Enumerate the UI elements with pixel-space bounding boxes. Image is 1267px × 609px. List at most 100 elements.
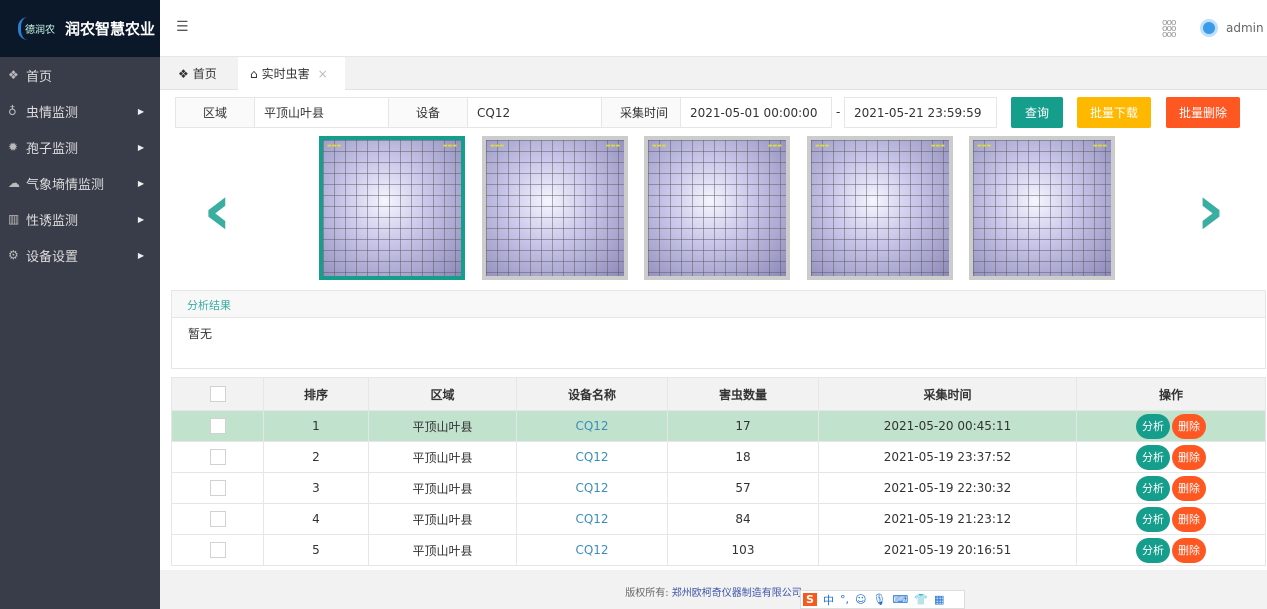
sogou-logo-icon: S [803,593,817,606]
emoji-icon[interactable]: ☺ [854,593,867,606]
range-separator: - [836,105,841,119]
records-table: 排序 区域 设备名称 害虫数量 采集时间 操作 1 平顶山叶县 CQ12 17 … [171,377,1266,566]
table-row[interactable]: 5 平顶山叶县 CQ12 103 2021-05-19 20:16:51 分析删… [171,534,1266,566]
row-area: 平顶山叶县 [368,441,517,473]
trap-image-thumbnail[interactable]: ▬▬▬ ▬▬▬ [482,136,628,280]
row-time: 2021-05-20 00:45:11 [818,410,1077,442]
delete-button[interactable]: 删除 [1172,413,1206,439]
company-name: 郑州欧柯奇仪器制造有限公司 [671,588,802,599]
analyze-button[interactable]: 分析 [1136,506,1170,532]
tab-realtime-pest[interactable]: ⌂ 实时虫害 × [238,57,345,90]
sidebar-item-trap[interactable]: ▥ 性诱监测 ▶ [0,201,160,237]
table-row[interactable]: 2 平顶山叶县 CQ12 18 2021-05-19 23:37:52 分析 删除 [171,441,1266,473]
table-row[interactable]: 4 平顶山叶县 CQ12 84 2021-05-19 21:23:12 分析 删除 [171,503,1266,535]
row-select-cell[interactable] [171,472,264,504]
row-pest-count: 84 [667,503,819,535]
table-row[interactable]: 1 平顶山叶县 CQ12 17 2021-05-20 00:45:11 分析 删除 [171,410,1266,442]
analyze-button[interactable]: 分析 [1136,475,1170,501]
row-pest-count: 18 [667,441,819,473]
analyze-button[interactable]: 分析 [1136,413,1170,439]
row-device[interactable]: CQ12 [516,503,668,535]
caret-right-icon: ▶ [137,214,144,224]
row-pest-count: 103 [667,534,819,566]
device-label: 设备 [388,97,468,128]
tab-home[interactable]: ❖ 首页 [166,57,229,90]
table-row[interactable]: 3 平顶山叶县 CQ12 57 2021-05-19 22:30:32 分析 删除 [171,472,1266,504]
tab-label: 首页 [192,67,217,81]
device-select[interactable]: CQ12 [467,97,602,128]
next-arrow-icon[interactable]: › [1196,169,1225,251]
analysis-panel: 分析结果 暂无 [171,290,1266,369]
batch-delete-button[interactable]: 批量删除 [1166,97,1240,128]
row-area: 平顶山叶县 [368,534,517,566]
caret-right-icon: ▶ [137,250,144,260]
delete-button[interactable]: 删除 [1172,444,1206,470]
sidebar-item-spore[interactable]: ✹ 孢子监测 ▶ [0,129,160,165]
row-index: 3 [263,472,369,504]
gear-icon: ⚙ [8,248,19,262]
keyboard-icon[interactable]: ⌨ [892,593,909,606]
skin-icon[interactable]: 👕 [914,593,928,606]
column-header: 设备名称 [516,377,668,411]
column-header: 排序 [263,377,369,411]
delete-button[interactable]: 删除 [1172,506,1206,532]
row-select-cell[interactable] [171,534,264,566]
analyze-button[interactable]: 分析 [1136,537,1170,563]
sidebar-item-pest[interactable]: ♁ 虫情监测 ▶ [0,93,160,129]
row-checkbox[interactable] [209,449,226,465]
trap-image-thumbnail[interactable]: ▬▬▬ ▬▬▬ [644,136,790,280]
select-all-cell[interactable] [171,377,264,411]
delete-button[interactable]: 删除 [1172,475,1206,501]
row-checkbox[interactable] [209,511,226,527]
layers-icon: ❖ [178,66,189,81]
menu-collapse-icon[interactable]: ☰ [176,19,189,35]
delete-button[interactable]: 删除 [1172,537,1206,563]
sidebar: 德润农 润农智慧农业 ❖ 首页 ♁ 虫情监测 ▶ ✹ 孢子监测 ▶ ☁ 气象墒情监测 ▶ ▥ 性诱… [0,0,160,609]
row-pest-count: 57 [667,472,819,504]
sidebar-item-settings[interactable]: ⚙ 设备设置 ▶ [0,237,160,273]
row-index: 1 [263,410,369,442]
row-device[interactable]: CQ12 [516,441,668,473]
row-select-cell[interactable] [171,503,264,535]
user-name[interactable]: admin [1226,21,1264,35]
row-device[interactable]: CQ12 [516,472,668,504]
row-select-cell[interactable] [171,410,264,442]
row-select-cell[interactable] [171,441,264,473]
ime-toolbar[interactable]: S 中 °, ☺ 🎙 ⌨ 👕 ▦ [800,590,965,609]
trap-image-thumbnail[interactable]: ▬▬▬ ▬▬▬ [319,136,465,280]
trap-image-thumbnail[interactable]: ▬▬▬ ▬▬▬ [807,136,953,280]
row-device[interactable]: CQ12 [516,410,668,442]
toolbox-icon[interactable]: ▦ [933,593,945,606]
sidebar-item-weather[interactable]: ☁ 气象墒情监测 ▶ [0,165,160,201]
batch-download-button[interactable]: 批量下载 [1077,97,1151,128]
avatar[interactable] [1200,19,1218,37]
close-icon[interactable]: × [317,66,328,81]
trap-image-thumbnail[interactable]: ▬▬▬ ▬▬▬ [969,136,1115,280]
start-time-input[interactable]: 2021-05-01 00:00:00 [680,97,832,128]
end-time-input[interactable]: 2021-05-21 23:59:59 [844,97,997,128]
select-all-checkbox[interactable] [209,386,226,402]
logo[interactable]: 德润农 润农智慧农业 [0,0,160,57]
column-header: 操作 [1076,377,1266,411]
punctuation-icon[interactable]: °, [839,593,849,606]
analysis-title: 分析结果 [172,291,1265,318]
row-index: 5 [263,534,369,566]
row-checkbox[interactable] [209,418,226,434]
query-button[interactable]: 查询 [1011,97,1063,128]
sidebar-item-home[interactable]: ❖ 首页 [0,57,160,93]
row-actions: 分析 删除 [1076,441,1266,473]
sidebar-item-label: 虫情监测 [26,105,79,121]
area-select[interactable]: 平顶山叶县 [254,97,389,128]
row-pest-count: 17 [667,410,819,442]
weather-icon: ☁ [8,176,20,190]
row-checkbox[interactable] [209,542,226,558]
apps-grid-icon[interactable]: ooo ooo ooo [1162,18,1176,40]
analysis-body: 暂无 [188,327,213,341]
row-device[interactable]: CQ12 [516,534,668,566]
mic-icon[interactable]: 🎙 [872,593,887,606]
ime-lang[interactable]: 中 [822,593,834,607]
row-checkbox[interactable] [209,480,226,496]
row-index: 2 [263,441,369,473]
analyze-button[interactable]: 分析 [1136,444,1170,470]
prev-arrow-icon[interactable]: ‹ [203,169,232,251]
